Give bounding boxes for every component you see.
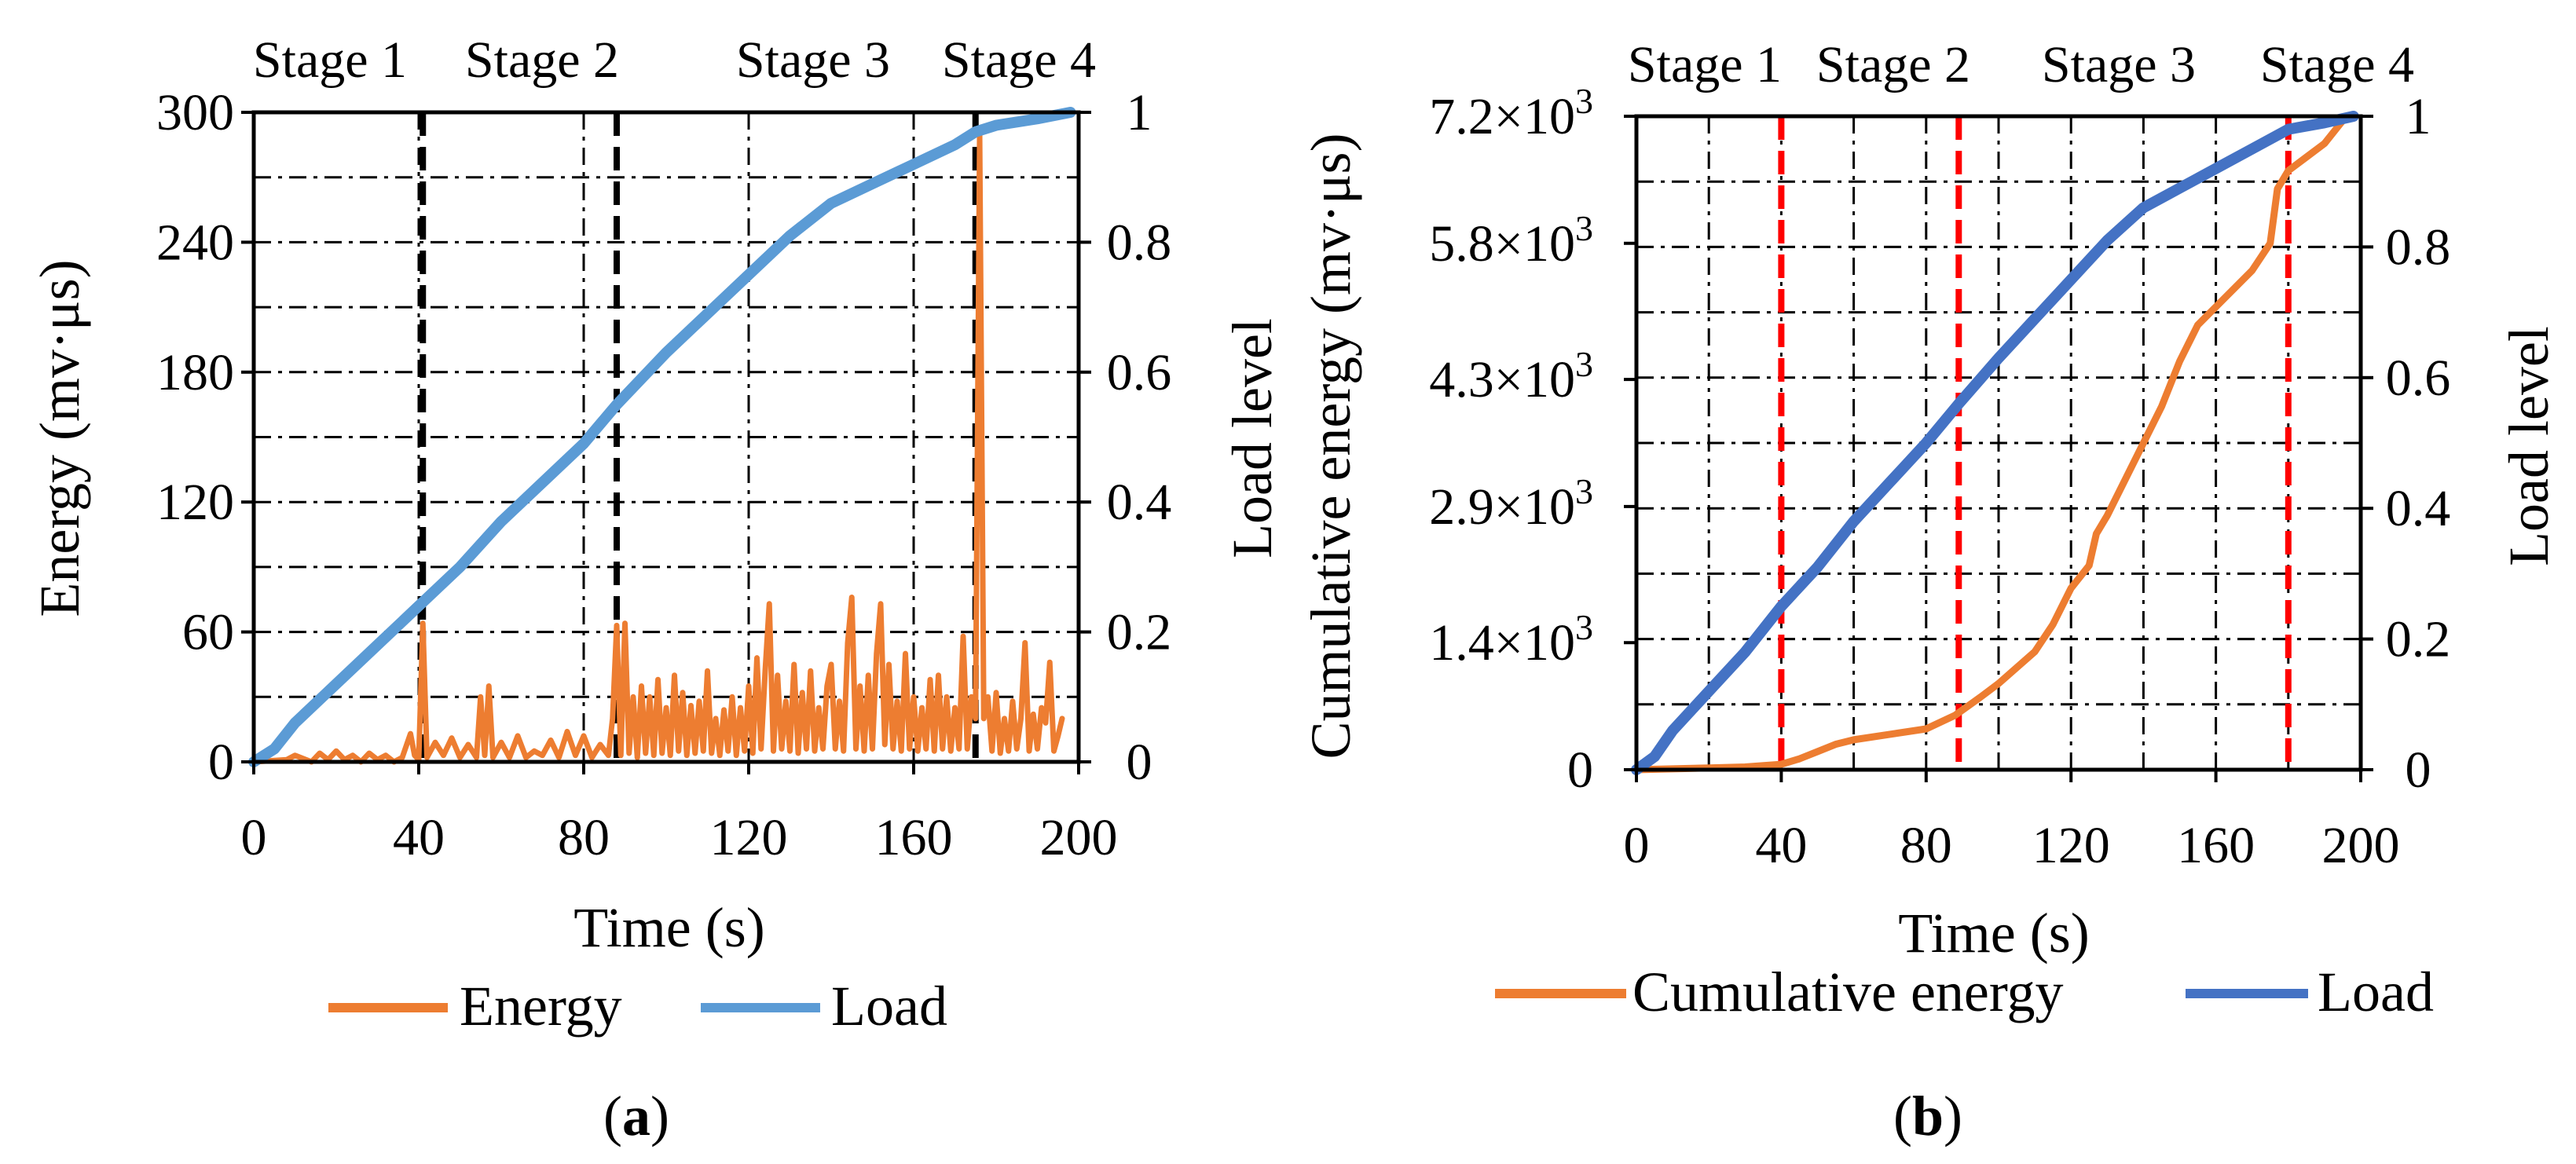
x-tick-label: 0 (1624, 817, 1650, 874)
tick-exponent: 3 (1575, 607, 1593, 647)
y-tick-label: 7.2×103 (1429, 81, 1593, 145)
x-tick-label: 200 (2322, 817, 2400, 874)
x-tick-label: 200 (1040, 809, 1118, 866)
stage-label: Stage 2 (1816, 36, 1970, 93)
y2-tick-label: 1 (2406, 88, 2431, 145)
panel-label-b: (b) (1893, 1085, 1962, 1148)
y-tick-label: 0 (1567, 741, 1593, 799)
tick-exponent: 3 (1575, 344, 1593, 384)
legend-label-load: Load (831, 975, 947, 1038)
tick-exponent: 3 (1575, 471, 1593, 511)
y-tick-label: 60 (182, 604, 234, 661)
x-tick-label: 120 (2032, 817, 2110, 874)
series-line-cumulative-energy (1632, 112, 2351, 774)
x-tick-label: 160 (2177, 817, 2255, 874)
series-group (248, 107, 1076, 767)
stage-label: Stage 4 (942, 31, 1096, 89)
y2-tick-label: 1 (1127, 84, 1152, 141)
y2-axis-title: Load level (2497, 326, 2560, 566)
x-tick-label: 120 (710, 809, 788, 866)
stage-label: Stage 2 (465, 31, 619, 89)
x-axis-title: Time (s) (573, 896, 764, 959)
x-tick-label: 160 (875, 809, 953, 866)
series-line-load (1631, 111, 2359, 775)
legend-label-load: Load (2318, 961, 2434, 1023)
y-tick-label: 2.9×103 (1429, 471, 1593, 536)
right-axis-ticks: 0 0.2 0.4 0.6 0.8 1 (1079, 84, 1171, 791)
panel-label-a: (a) (603, 1085, 669, 1148)
stage-label: Stage 4 (2260, 36, 2414, 93)
x-tick-label: 40 (393, 809, 445, 866)
plot-frame (251, 110, 1081, 764)
x-tick-label: 0 (241, 809, 267, 866)
stage-label: Stage 1 (253, 31, 407, 89)
left-axis-ticks: 0 60 120 180 240 300 (156, 84, 254, 791)
tick-exponent: 3 (1575, 81, 1593, 121)
plot-frame (1634, 114, 2363, 772)
y2-tick-label: 0.6 (2386, 350, 2451, 407)
y2-tick-label: 0.8 (2386, 218, 2451, 276)
panel-letter-b: b (1912, 1085, 1944, 1148)
stage-label: Stage 1 (1628, 36, 1782, 93)
y2-tick-label: 0.6 (1107, 344, 1172, 401)
x-axis-ticks: 0 40 80 120 160 200 (1624, 770, 2400, 874)
y2-tick-label: 0 (1127, 734, 1152, 791)
y-tick-label: 120 (156, 474, 234, 531)
series-line-energy (251, 131, 1065, 765)
grid-lines (1636, 116, 2361, 770)
panel-letter-a: a (622, 1085, 650, 1148)
y-tick-label: 1.4×103 (1429, 607, 1593, 672)
y2-tick-label: 0 (2406, 741, 2431, 799)
x-axis-title: Time (s) (1898, 902, 2089, 965)
x-axis-ticks: 0 40 80 120 160 200 (241, 762, 1118, 866)
stage-divider-lines (1778, 116, 2292, 770)
x-tick-label: 80 (558, 809, 610, 866)
y-tick-label: 180 (156, 344, 234, 401)
legend: Cumulative energy Load (1495, 961, 2434, 1023)
left-axis-ticks: 0 1.4×103 2.9×103 4.3×103 5.8×103 7.2×103 (1429, 81, 1636, 799)
stage-labels: Stage 1 Stage 2 Stage 3 Stage 4 (1628, 36, 2414, 93)
stage-label: Stage 3 (2042, 36, 2196, 93)
y2-tick-label: 0.4 (1107, 474, 1172, 531)
y2-tick-label: 0.4 (2386, 480, 2451, 537)
tick-exponent: 3 (1575, 208, 1593, 248)
y-tick-label: 0 (208, 734, 234, 791)
x-tick-label: 80 (1900, 817, 1952, 874)
y2-tick-label: 0.8 (1107, 214, 1172, 271)
grid-lines (254, 112, 1079, 762)
y-tick-label: 240 (156, 214, 234, 271)
chart-panel-b: 0 1.4×103 2.9×103 4.3×103 5.8×103 7.2×103 0 0.… (1299, 36, 2560, 1148)
x-tick-label: 40 (1755, 817, 1807, 874)
stage-labels: Stage 1 Stage 2 Stage 3 Stage 4 (253, 31, 1096, 89)
series-group (1631, 111, 2359, 775)
y-axis-title: Energy (mv·μs) (28, 259, 91, 617)
legend-label-energy: Energy (460, 975, 622, 1038)
legend-label-cumulative-energy: Cumulative energy (1632, 961, 2064, 1023)
y2-tick-label: 0.2 (1107, 604, 1172, 661)
stage-label: Stage 3 (736, 31, 890, 89)
y-tick-label: 5.8×103 (1429, 208, 1593, 273)
y-tick-label: 300 (156, 84, 234, 141)
series-line-load (248, 107, 1076, 767)
chart-panel-a: 0 60 120 180 240 300 0 0.2 0.4 0.6 0.8 1 0 40 80 120 1… (28, 31, 1284, 1148)
y-tick-label: 4.3×103 (1429, 344, 1593, 408)
y2-tick-label: 0.2 (2386, 611, 2451, 668)
y2-axis-title: Load level (1221, 318, 1284, 558)
legend: Energy Load (328, 975, 947, 1038)
y-axis-title: Cumulative energy (mv·μs) (1299, 133, 1362, 759)
right-axis-ticks: 0 0.2 0.4 0.6 0.8 1 (2361, 88, 2450, 799)
